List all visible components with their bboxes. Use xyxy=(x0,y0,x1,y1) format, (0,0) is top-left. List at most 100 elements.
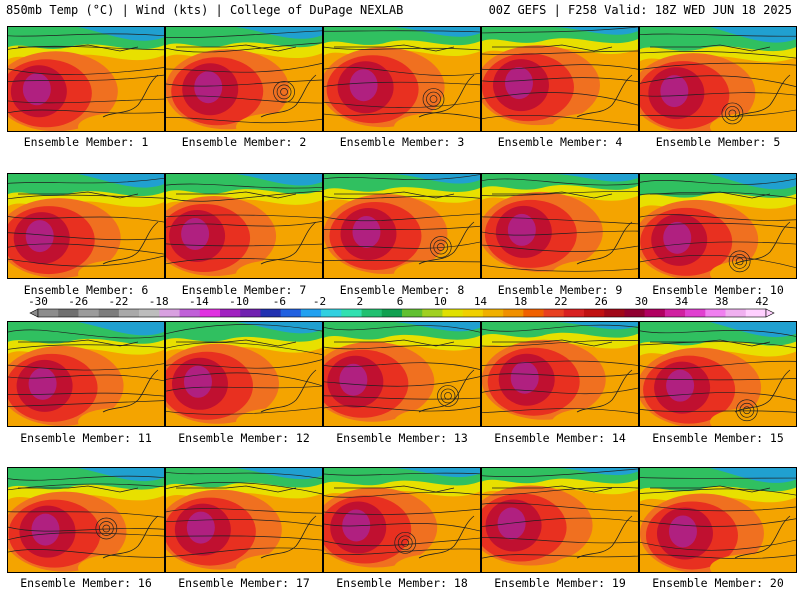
colorbar-tick-label: 30 xyxy=(634,295,648,308)
colorbar-swatch xyxy=(503,309,524,317)
colorbar-swatch xyxy=(78,309,99,317)
ensemble-map xyxy=(481,467,639,573)
colorbar-swatch xyxy=(98,309,120,317)
temperature-field xyxy=(640,468,796,572)
ensemble-map xyxy=(7,467,165,573)
member-caption: Ensemble Member: 1 xyxy=(23,135,149,149)
temperature-field xyxy=(166,322,322,426)
temperature-field xyxy=(482,322,638,426)
ensemble-map xyxy=(481,321,639,427)
colorbar-swatch xyxy=(341,309,362,317)
colorbar-swatch xyxy=(260,309,281,317)
temperature-field xyxy=(166,174,322,278)
ensemble-map xyxy=(323,467,481,573)
ensemble-map xyxy=(323,173,481,279)
colorbar-tick-label: 42 xyxy=(755,295,769,308)
ensemble-map xyxy=(481,173,639,279)
member-caption: Ensemble Member: 4 xyxy=(497,135,623,149)
member-caption: Ensemble Member: 15 xyxy=(652,431,784,445)
temperature-field xyxy=(482,468,638,572)
member-caption: Ensemble Member: 18 xyxy=(336,576,468,590)
colorbar-tick-label: 18 xyxy=(514,295,528,308)
colorbar-tick-label: -18 xyxy=(148,295,169,308)
colorbar-swatch xyxy=(199,309,221,317)
colorbar-swatch xyxy=(422,309,443,317)
member-caption: Ensemble Member: 2 xyxy=(181,135,307,149)
ensemble-map xyxy=(481,26,639,132)
colorbar-arrow-left xyxy=(29,308,39,318)
member-caption: Ensemble Member: 9 xyxy=(497,283,623,297)
colorbar-tick-label: 26 xyxy=(594,295,608,308)
member-caption: Ensemble Member: 8 xyxy=(339,283,465,297)
colorbar-swatch xyxy=(381,309,403,317)
colorbar-tick-label: -30 xyxy=(28,295,48,308)
colorbar-swatch xyxy=(664,309,686,317)
temperature-field xyxy=(8,27,164,131)
member-caption: Ensemble Member: 11 xyxy=(20,431,152,445)
colorbar-swatch xyxy=(442,309,463,317)
member-caption: Ensemble Member: 17 xyxy=(178,576,310,590)
temperature-field xyxy=(8,468,164,572)
ensemble-map xyxy=(165,26,323,132)
colorbar-tick-label: 38 xyxy=(715,295,729,308)
colorbar-swatch xyxy=(543,309,565,317)
colorbar-tick-label: 2 xyxy=(356,295,364,308)
colorbar-swatch xyxy=(563,309,585,317)
colorbar-tick-label: 22 xyxy=(554,295,568,308)
ensemble-map xyxy=(7,321,165,427)
colorbar-tick-label: -2 xyxy=(312,295,327,308)
temperature-colorbar xyxy=(29,308,775,318)
colorbar-swatch xyxy=(220,309,241,317)
member-caption: Ensemble Member: 16 xyxy=(20,576,152,590)
colorbar-tick-label: -26 xyxy=(68,295,89,308)
temperature-field xyxy=(8,322,164,426)
colorbar-swatch xyxy=(300,309,322,317)
temperature-field xyxy=(324,322,480,426)
colorbar-tick-label: 6 xyxy=(396,295,404,308)
member-caption: Ensemble Member: 12 xyxy=(178,431,310,445)
colorbar-swatch xyxy=(624,309,645,317)
member-caption: Ensemble Member: 6 xyxy=(23,283,149,297)
colorbar-swatch xyxy=(482,309,504,317)
colorbar-swatch xyxy=(58,309,79,317)
temperature-field xyxy=(640,174,796,278)
temperature-field xyxy=(640,322,796,426)
temperature-field xyxy=(482,174,638,278)
colorbar-swatch xyxy=(361,309,383,317)
temperature-field xyxy=(324,174,480,278)
colorbar-tick-label: -10 xyxy=(229,295,250,308)
temperature-field xyxy=(324,468,480,572)
ensemble-map xyxy=(639,26,797,132)
colorbar-swatch xyxy=(118,309,140,317)
temperature-field xyxy=(166,27,322,131)
ensemble-map xyxy=(323,321,481,427)
colorbar-swatch xyxy=(705,309,726,317)
colorbar-swatch xyxy=(159,309,180,317)
member-caption: Ensemble Member: 3 xyxy=(339,135,465,149)
colorbar-tick-label: -14 xyxy=(188,295,209,308)
ensemble-map xyxy=(7,173,165,279)
colorbar-swatch xyxy=(240,309,261,317)
member-caption: Ensemble Member: 19 xyxy=(494,576,626,590)
colorbar-tick-label: -6 xyxy=(272,295,286,308)
colorbar-swatch xyxy=(644,309,666,317)
colorbar-swatch xyxy=(462,309,484,317)
ensemble-map xyxy=(7,26,165,132)
colorbar-swatch xyxy=(179,309,201,317)
colorbar-tick-label: -22 xyxy=(108,295,129,308)
colorbar-swatch xyxy=(745,309,767,317)
ensemble-map xyxy=(639,321,797,427)
temperature-field xyxy=(482,27,638,131)
member-caption: Ensemble Member: 10 xyxy=(652,283,784,297)
colorbar-swatch xyxy=(685,309,706,317)
temperature-field xyxy=(324,27,480,131)
colorbar-swatch xyxy=(38,309,59,317)
colorbar-tick-label: 34 xyxy=(674,295,689,308)
colorbar-swatch xyxy=(321,309,342,317)
member-caption: Ensemble Member: 7 xyxy=(181,283,307,297)
header-title-left: 850mb Temp (°C) | Wind (kts) | College o… xyxy=(6,3,404,17)
ensemble-map xyxy=(639,467,797,573)
colorbar-tick-label: 14 xyxy=(473,295,488,308)
temperature-field xyxy=(166,468,322,572)
member-caption: Ensemble Member: 14 xyxy=(494,431,626,445)
